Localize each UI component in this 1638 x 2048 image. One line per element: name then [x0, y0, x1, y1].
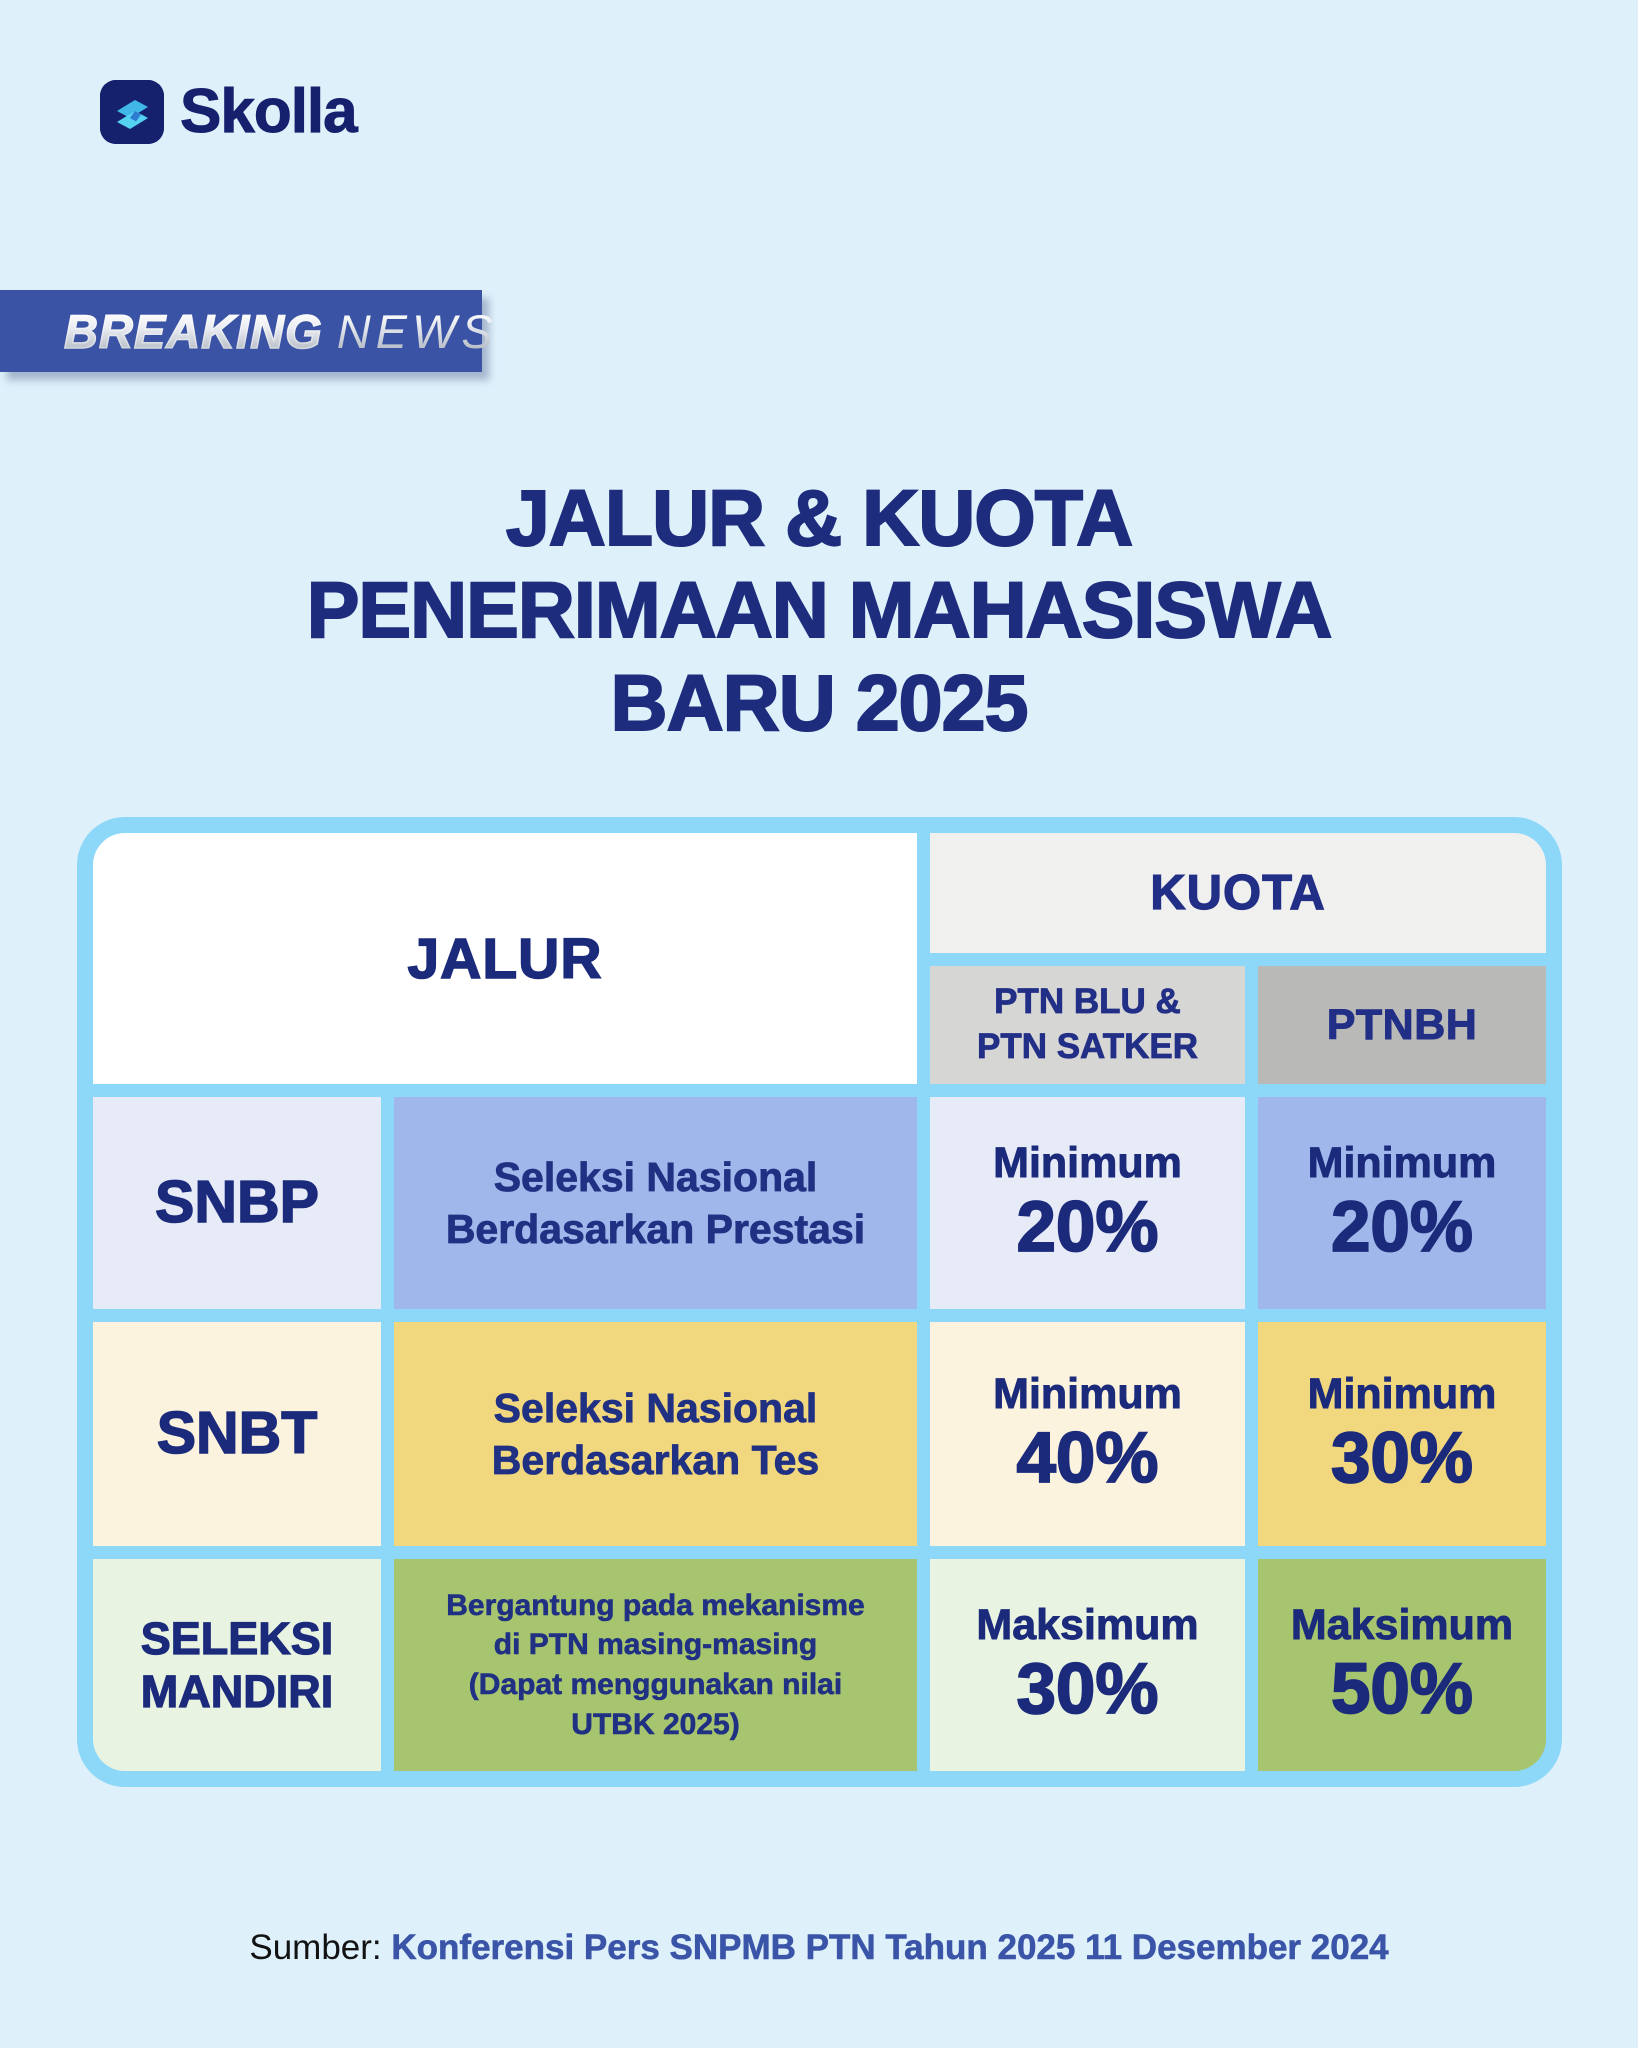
seleksi-mandiri-label-cell: SELEKSI MANDIRI — [93, 1559, 381, 1771]
header-jalur: JALUR — [93, 833, 917, 1084]
quota-value: 50% — [1330, 1649, 1474, 1730]
seleksi-mandiri-description-cell: Bergantung pada mekanisme di PTN masing-… — [394, 1559, 917, 1771]
banner-breaking-text: BREAKING — [63, 304, 337, 359]
snbt-label-cell: SNBT — [93, 1322, 381, 1546]
page-title: JALUR & KUOTA PENERIMAAN MAHASISWA BARU … — [306, 472, 1334, 748]
quota-qualifier: Maksimum — [976, 1600, 1199, 1649]
snbp-description: Seleksi Nasional Berdasarkan Prestasi — [445, 1153, 866, 1252]
table-grid: JALUR KUOTA PTN BLU & PTN SATKER PTNBH S… — [93, 833, 1546, 1771]
source-text: Konferensi Pers SNPMB PTN Tahun 2025 11 … — [391, 1928, 1389, 1968]
snbt-ptn-blu-quota-cell: Minimum 40% — [930, 1322, 1245, 1546]
quota-value: 20% — [1330, 1187, 1474, 1268]
breaking-news-banner: BREAKING NEWS — [0, 290, 493, 372]
skolla-s-glyph — [100, 79, 164, 144]
header-kuota: KUOTA — [930, 833, 1546, 953]
snbt-ptnbh-quota-cell: Minimum 30% — [1258, 1322, 1546, 1546]
brand-logo: Skolla — [100, 76, 359, 147]
snbt-label: SNBT — [156, 1399, 318, 1467]
seleksi-mandiri-ptn-blu-quota-cell: Maksimum 30% — [930, 1559, 1245, 1771]
snbp-description-cell: Seleksi Nasional Berdasarkan Prestasi — [394, 1097, 917, 1309]
header-ptn-blu-satker: PTN BLU & PTN SATKER — [930, 966, 1245, 1084]
quota-qualifier: Minimum — [993, 1138, 1183, 1187]
source-prefix: Sumber: — [249, 1928, 382, 1967]
quota-value: 40% — [1016, 1418, 1160, 1499]
snbt-description: Seleksi Nasional Berdasarkan Tes — [491, 1384, 820, 1483]
seleksi-mandiri-description: Bergantung pada mekanisme di PTN masing-… — [446, 1588, 865, 1741]
quota-value: 30% — [1016, 1649, 1160, 1730]
snbp-ptnbh-quota-cell: Minimum 20% — [1258, 1097, 1546, 1309]
snbp-label: SNBP — [154, 1168, 319, 1236]
quota-value: 30% — [1330, 1418, 1474, 1499]
source-line: Sumber: Konferensi Pers SNPMB PTN Tahun … — [0, 1928, 1638, 1968]
snbt-description-cell: Seleksi Nasional Berdasarkan Tes — [394, 1322, 917, 1546]
admission-quota-table: JALUR KUOTA PTN BLU & PTN SATKER PTNBH S… — [77, 817, 1562, 1787]
quota-qualifier: Maksimum — [1290, 1600, 1514, 1649]
banner-news-text: NEWS — [336, 304, 498, 358]
skolla-s-icon — [100, 79, 164, 144]
quota-qualifier: Minimum — [993, 1369, 1183, 1418]
snbp-ptn-blu-quota-cell: Minimum 20% — [930, 1097, 1245, 1309]
snbp-label-cell: SNBP — [93, 1097, 381, 1309]
brand-name: Skolla — [180, 77, 359, 147]
seleksi-mandiri-ptnbh-quota-cell: Maksimum 50% — [1258, 1559, 1546, 1771]
quota-qualifier: Minimum — [1307, 1369, 1497, 1418]
quota-value: 20% — [1016, 1187, 1160, 1268]
quota-qualifier: Minimum — [1307, 1138, 1497, 1187]
seleksi-mandiri-label: SELEKSI MANDIRI — [140, 1612, 334, 1717]
header-ptnbh: PTNBH — [1258, 966, 1546, 1084]
